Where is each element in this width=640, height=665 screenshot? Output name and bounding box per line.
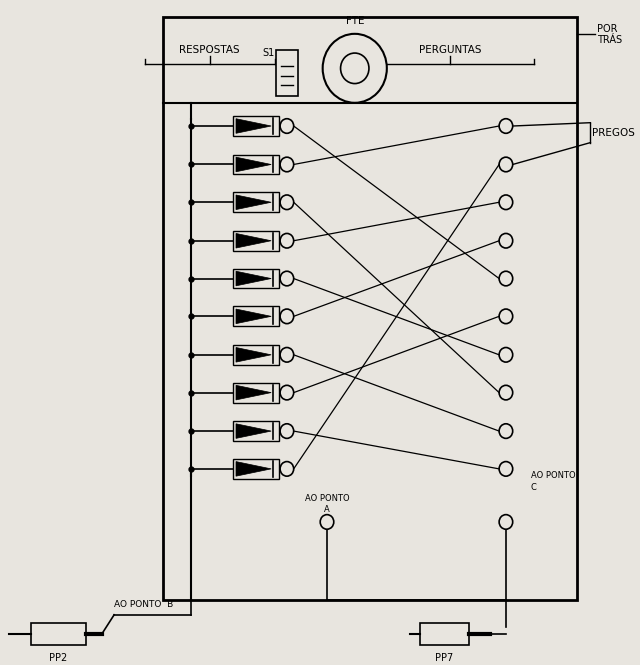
Text: A: A <box>324 505 330 514</box>
Polygon shape <box>236 233 271 248</box>
Polygon shape <box>236 119 271 133</box>
Circle shape <box>499 309 513 324</box>
Circle shape <box>280 271 294 286</box>
Circle shape <box>320 515 334 529</box>
Bar <box>420 623 469 644</box>
Bar <box>233 269 279 289</box>
Text: POR
TRÁS: POR TRÁS <box>597 24 622 45</box>
Text: PERGUNTAS: PERGUNTAS <box>419 45 482 55</box>
Bar <box>31 623 86 644</box>
Circle shape <box>499 233 513 248</box>
Circle shape <box>280 233 294 248</box>
Circle shape <box>280 119 294 133</box>
Circle shape <box>499 424 513 438</box>
Text: AO PONTO: AO PONTO <box>531 471 575 480</box>
Circle shape <box>280 195 294 209</box>
Bar <box>233 231 279 251</box>
Text: S1: S1 <box>262 48 275 58</box>
Bar <box>233 459 279 479</box>
Bar <box>233 307 279 327</box>
Circle shape <box>280 424 294 438</box>
Polygon shape <box>236 157 271 172</box>
Polygon shape <box>236 462 271 476</box>
Polygon shape <box>236 309 271 324</box>
Circle shape <box>280 385 294 400</box>
Text: RESPOSTAS: RESPOSTAS <box>179 45 240 55</box>
Circle shape <box>340 53 369 84</box>
Polygon shape <box>236 348 271 362</box>
Polygon shape <box>236 195 271 209</box>
Bar <box>233 421 279 441</box>
Polygon shape <box>236 424 271 438</box>
Circle shape <box>499 271 513 286</box>
Circle shape <box>499 195 513 209</box>
Text: PREGOS: PREGOS <box>592 128 635 138</box>
Circle shape <box>280 157 294 172</box>
Text: PP2: PP2 <box>49 652 68 662</box>
Bar <box>233 382 279 402</box>
Bar <box>163 17 577 600</box>
Circle shape <box>280 348 294 362</box>
Polygon shape <box>236 271 271 286</box>
Circle shape <box>499 119 513 133</box>
Text: FTE: FTE <box>346 16 364 26</box>
Circle shape <box>499 157 513 172</box>
Bar <box>276 50 298 96</box>
Circle shape <box>323 34 387 103</box>
Bar <box>233 116 279 136</box>
Polygon shape <box>236 385 271 400</box>
Bar <box>233 345 279 365</box>
Circle shape <box>280 462 294 476</box>
Circle shape <box>499 515 513 529</box>
Text: AO PONTO  B: AO PONTO B <box>114 600 173 609</box>
Circle shape <box>280 309 294 324</box>
Bar <box>233 192 279 212</box>
Circle shape <box>499 348 513 362</box>
Text: AO PONTO: AO PONTO <box>305 494 349 503</box>
Text: C: C <box>531 483 536 492</box>
Circle shape <box>499 385 513 400</box>
Text: PP7: PP7 <box>435 652 453 662</box>
Bar <box>233 154 279 174</box>
Circle shape <box>499 462 513 476</box>
